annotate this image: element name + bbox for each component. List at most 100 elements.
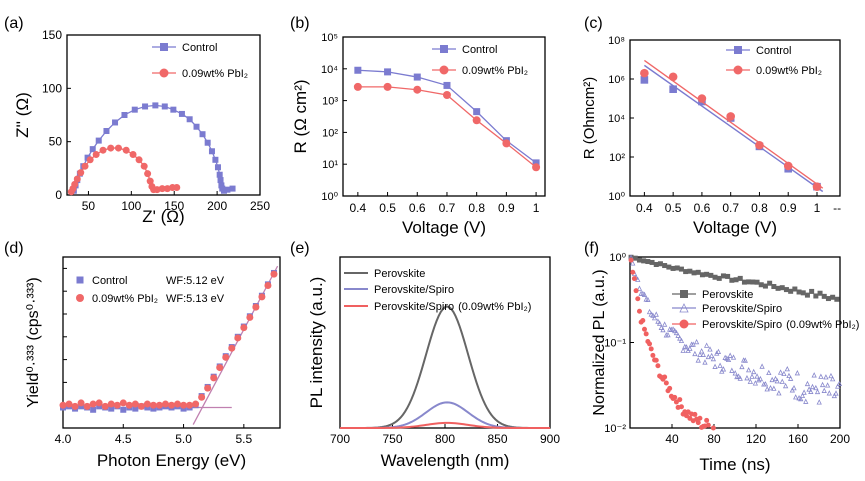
- data-point: [678, 404, 684, 410]
- x-tick-label: 4.0: [55, 432, 72, 446]
- x-tick-label: 0.4: [350, 201, 367, 215]
- data-point: [173, 184, 181, 192]
- x-tick-label: 4.5: [115, 432, 132, 446]
- panel-f: (f) 40 80 120 160 200 10⁻² 10⁻¹ 10⁰ Time (ns) Norm…: [584, 240, 859, 474]
- data-point: [252, 303, 260, 311]
- legend-pbi2-label: 0.09wt% PbI₂: [182, 68, 248, 80]
- data-point: [776, 390, 782, 396]
- legend-pbi2-marker: [733, 65, 743, 75]
- data-point: [803, 398, 809, 404]
- data-point: [704, 417, 710, 423]
- data-point: [120, 406, 127, 413]
- data-point: [199, 131, 206, 138]
- y-tick-label: 10⁴: [321, 64, 338, 76]
- data-point: [59, 401, 67, 409]
- data-point: [214, 164, 221, 171]
- data-point: [641, 258, 647, 264]
- data-point: [692, 411, 698, 417]
- data-point: [677, 397, 683, 403]
- data-point: [710, 355, 717, 362]
- data-point: [836, 380, 843, 386]
- x-axis-label: Time (ns): [699, 455, 770, 474]
- data-point: [108, 405, 115, 412]
- data-point: [733, 277, 739, 283]
- data-point: [158, 185, 166, 193]
- data-point: [89, 146, 96, 153]
- data-point: [690, 341, 696, 347]
- data-point: [716, 275, 722, 281]
- data-point: [218, 182, 225, 189]
- plot-frame: [629, 256, 841, 429]
- data-point: [767, 280, 773, 286]
- data-point: [725, 356, 732, 363]
- legend-perovskite-label: Perovskite: [702, 289, 753, 301]
- data-point: [758, 282, 764, 288]
- data-point: [801, 389, 807, 395]
- data-point: [749, 373, 755, 379]
- data-point: [229, 185, 236, 192]
- data-point: [672, 394, 678, 400]
- data-point: [734, 373, 740, 380]
- data-point: [71, 402, 79, 410]
- data-point: [228, 344, 236, 352]
- legend-control-marker: [76, 276, 84, 284]
- data-point: [140, 162, 148, 170]
- data-point: [657, 261, 663, 267]
- data-point: [816, 399, 822, 405]
- data-point: [77, 169, 85, 177]
- y-tick-label: 50: [49, 135, 63, 149]
- data-point: [835, 383, 841, 389]
- data-point: [180, 401, 188, 409]
- data-point: [705, 353, 711, 360]
- legend-control-label: Control: [756, 45, 791, 57]
- data-point: [735, 373, 742, 379]
- data-point: [472, 116, 481, 125]
- data-point: [759, 363, 765, 369]
- data-point: [413, 73, 421, 81]
- data-point: [830, 375, 836, 382]
- data-point: [630, 260, 636, 266]
- data-point: [786, 372, 792, 379]
- data-point: [707, 346, 713, 352]
- data-point: [754, 279, 760, 285]
- data-point: [766, 369, 772, 376]
- data-point: [114, 144, 122, 152]
- data-point: [246, 313, 254, 321]
- x-tick-label: 0.8: [751, 201, 768, 215]
- y-tick-label: 10⁵: [321, 32, 338, 44]
- x-axis-label: Wavelength (nm): [381, 451, 510, 470]
- data-point: [669, 85, 677, 93]
- data-point: [224, 186, 231, 193]
- data-point: [354, 66, 362, 74]
- x-tick-label: 0.5: [379, 201, 396, 215]
- data-point: [121, 112, 128, 118]
- x-axis-label: Photon Energy (eV): [97, 451, 246, 470]
- data-point: [695, 357, 701, 363]
- data-point: [700, 351, 706, 357]
- data-point: [747, 378, 753, 384]
- data-point: [819, 381, 826, 388]
- data-point: [695, 269, 701, 275]
- data-point: [631, 276, 637, 282]
- data-point: [636, 285, 643, 291]
- series-line: [339, 305, 551, 429]
- data-point: [142, 103, 149, 110]
- data-point: [532, 163, 541, 172]
- data-point: [744, 375, 750, 381]
- legend-spiro-pbi2-suffix: (0.09wt% PbI₂): [786, 319, 859, 331]
- panel-e: (e) 700 750 800 850 900 Wavelength (nm) PL inte…: [290, 240, 560, 470]
- data-point: [168, 401, 175, 409]
- y-axis-label: R (Ω cm²): [291, 79, 310, 153]
- data-point: [442, 91, 451, 100]
- data-point: [813, 384, 819, 391]
- legend-spiro-pbi2-label: Perovskite/Spiro (0.09wt% PbI₂): [374, 301, 531, 313]
- data-point: [240, 324, 248, 332]
- data-point: [653, 311, 659, 317]
- data-point: [675, 332, 681, 338]
- data-point: [697, 94, 707, 103]
- data-point: [101, 402, 109, 410]
- data-point: [83, 402, 91, 410]
- data-point: [670, 265, 676, 271]
- data-point: [783, 161, 793, 171]
